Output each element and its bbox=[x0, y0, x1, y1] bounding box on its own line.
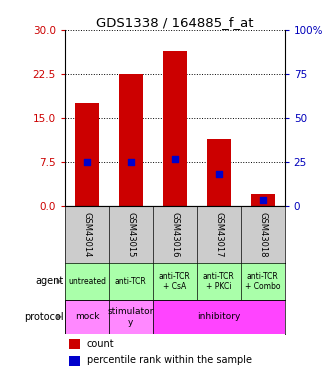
Text: stimulator
y: stimulator y bbox=[108, 307, 154, 327]
Text: anti-TCR
+ PKCi: anti-TCR + PKCi bbox=[203, 272, 235, 291]
Title: GDS1338 / 164885_f_at: GDS1338 / 164885_f_at bbox=[96, 16, 253, 29]
Text: percentile rank within the sample: percentile rank within the sample bbox=[87, 356, 252, 366]
Bar bbox=[153, 300, 285, 334]
Text: GSM43017: GSM43017 bbox=[214, 211, 223, 257]
Text: anti-TCR
+ CsA: anti-TCR + CsA bbox=[159, 272, 191, 291]
Text: agent: agent bbox=[35, 276, 63, 286]
Point bbox=[128, 159, 134, 165]
Point bbox=[216, 171, 221, 177]
Bar bbox=[207, 139, 231, 206]
Text: GSM43014: GSM43014 bbox=[82, 211, 92, 257]
Point bbox=[172, 156, 177, 162]
Text: anti-TCR: anti-TCR bbox=[115, 277, 147, 286]
Bar bbox=[65, 300, 109, 334]
Text: untreated: untreated bbox=[68, 277, 106, 286]
Bar bbox=[69, 339, 80, 349]
Bar bbox=[251, 195, 275, 206]
Point bbox=[84, 159, 90, 165]
Text: GSM43018: GSM43018 bbox=[258, 211, 267, 257]
Text: GSM43015: GSM43015 bbox=[126, 211, 136, 257]
Point bbox=[260, 197, 265, 203]
Bar bbox=[109, 300, 153, 334]
Text: inhibitory: inhibitory bbox=[197, 312, 240, 321]
Text: mock: mock bbox=[75, 312, 99, 321]
Bar bbox=[119, 74, 143, 206]
Bar bbox=[69, 356, 80, 366]
Bar bbox=[163, 51, 187, 206]
Bar bbox=[75, 104, 99, 206]
Text: anti-TCR
+ Combo: anti-TCR + Combo bbox=[245, 272, 280, 291]
Text: count: count bbox=[87, 339, 115, 349]
Text: protocol: protocol bbox=[24, 312, 63, 322]
Text: GSM43016: GSM43016 bbox=[170, 211, 179, 257]
